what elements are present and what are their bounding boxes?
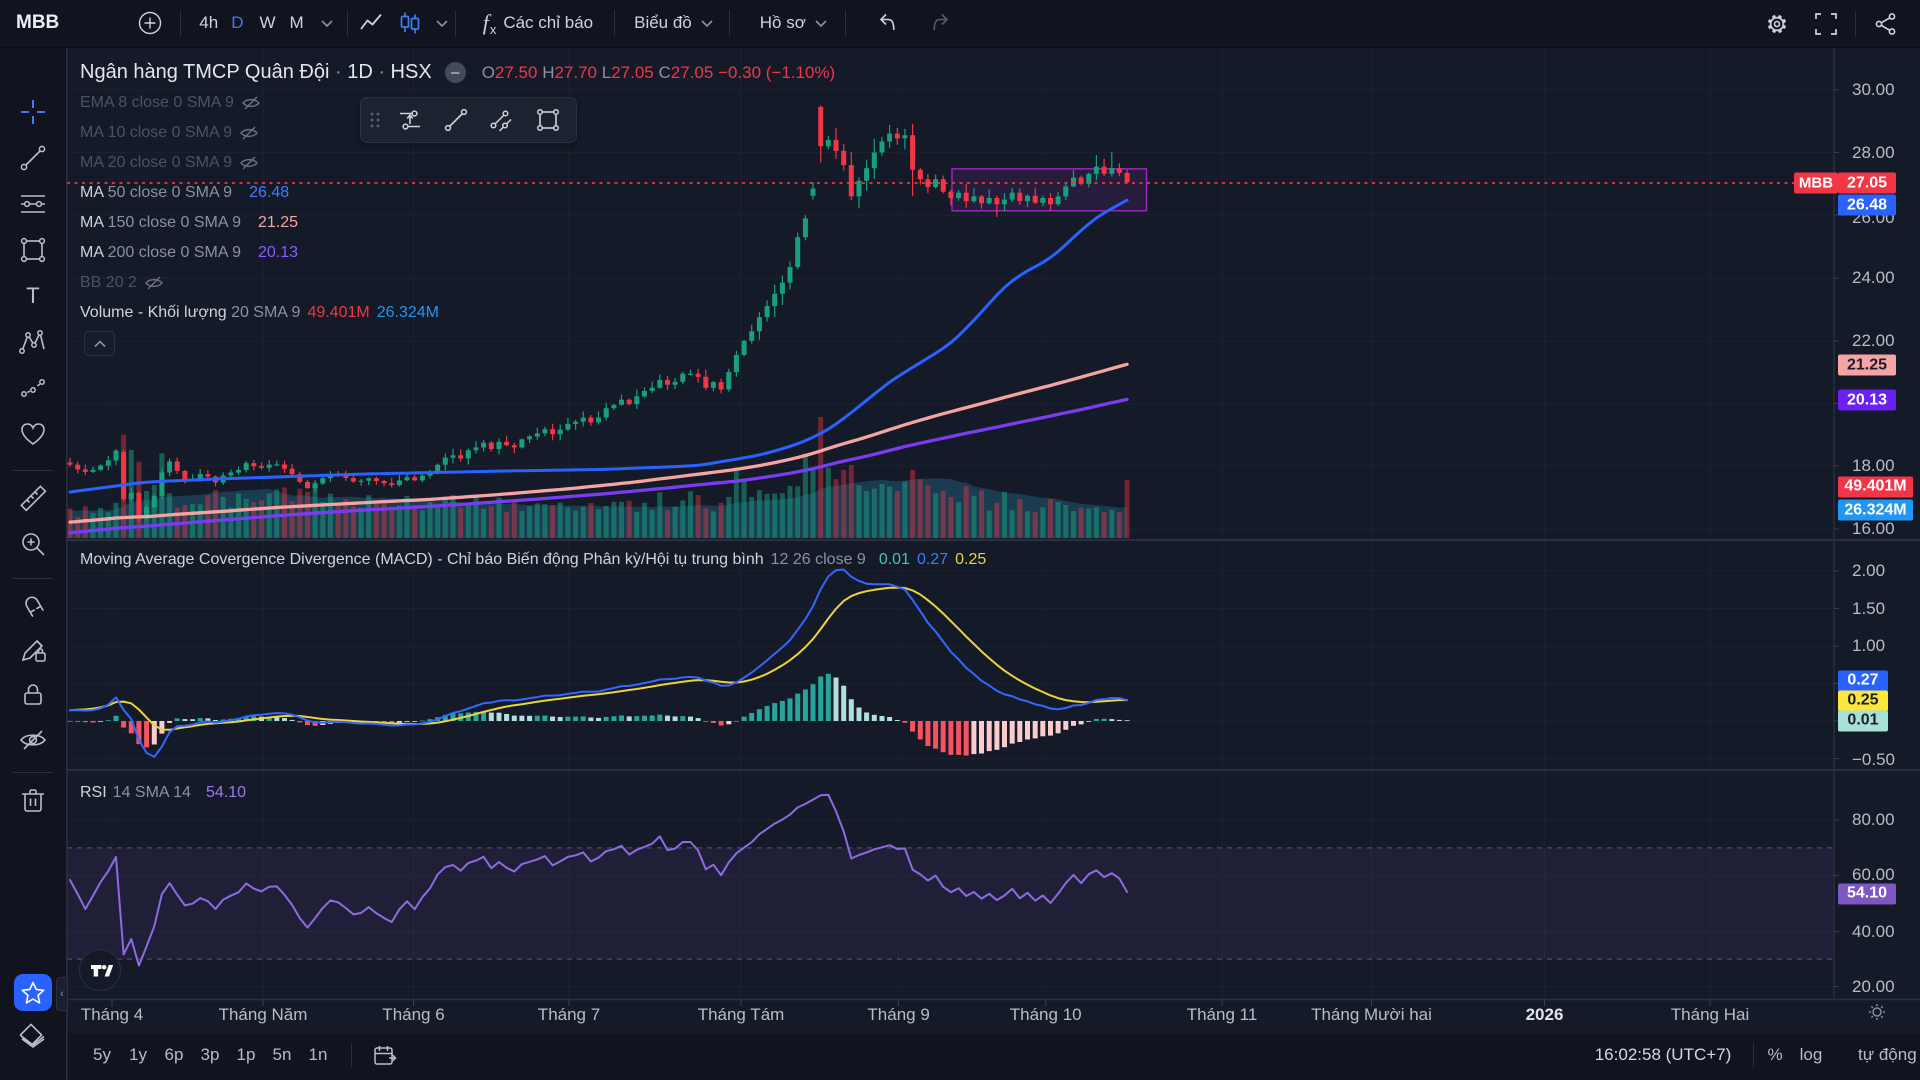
svg-text:T: T [26,283,39,308]
